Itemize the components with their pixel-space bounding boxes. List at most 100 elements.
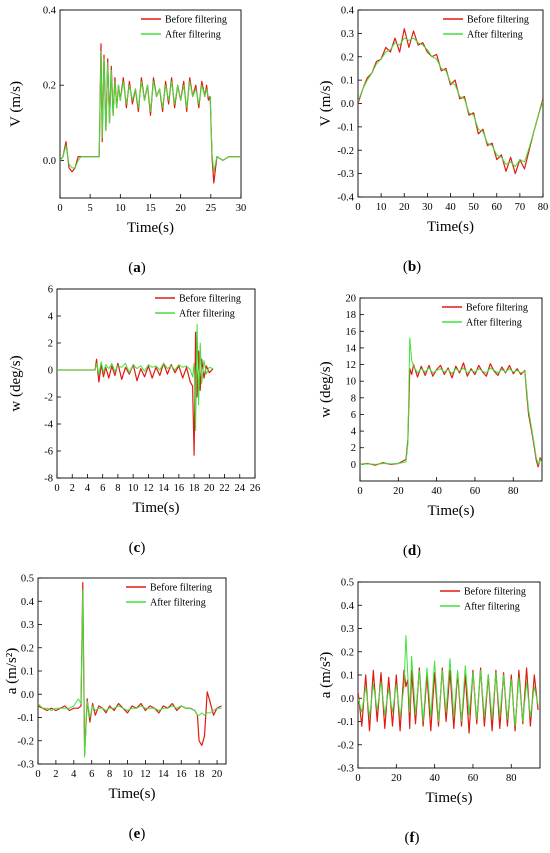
x-tick-label: 70 [515, 202, 526, 213]
x-tick-label: 22 [219, 483, 230, 494]
y-tick-label: 0.4 [341, 601, 355, 612]
plot-frame [359, 297, 543, 482]
x-tick-label: 10 [122, 769, 133, 780]
y-tick-label: 0.1 [341, 671, 354, 682]
x-axis-label: Time(s) [427, 219, 474, 235]
x-tick-label: 80 [508, 486, 519, 497]
y-tick-label: 0.5 [341, 578, 354, 589]
legend-label: Before filtering [467, 15, 529, 26]
y-axis-label: w (deg/s) [318, 361, 334, 417]
y-axis-label: V (m/s) [8, 81, 24, 127]
y-axis-label: a (m/s²) [4, 648, 20, 695]
x-tick-label: 20 [212, 769, 223, 780]
x-axis-label: Time(s) [426, 790, 473, 806]
y-tick-label: 0.1 [341, 76, 354, 87]
y-axis-label: V (m/s) [318, 81, 334, 127]
y-tick-label: 0.0 [43, 156, 56, 167]
legend-label: Before filtering [179, 294, 241, 305]
x-tick-label: 18 [194, 769, 205, 780]
series-line-after [358, 37, 543, 168]
chart-a: 0 5 10 15 20 25 30 0.0 0.2 0.4 Before filtering Aft… [8, 6, 246, 277]
x-tick-label: 50 [468, 202, 479, 213]
x-tick-label: 60 [470, 486, 481, 497]
y-tick-label: 0.5 [21, 574, 34, 585]
y-tick-label: -0.2 [337, 146, 354, 157]
y-tick-label: -0.2 [337, 740, 354, 751]
x-tick-label: 15 [145, 203, 156, 214]
y-tick-label: -0.3 [17, 760, 34, 771]
y-tick-label: 6 [351, 410, 356, 421]
panel-caption: (b) [403, 259, 421, 275]
y-tick-label: -0.1 [17, 713, 34, 724]
x-tick-label: 60 [492, 202, 503, 213]
y-tick-label: -0.1 [337, 717, 354, 728]
y-axis-label: a (m/s²) [318, 652, 334, 699]
x-tick-label: 18 [189, 483, 200, 494]
y-tick-label: 0.2 [21, 643, 34, 654]
legend-label: After filtering [179, 309, 235, 320]
x-tick-label: 40 [431, 486, 442, 497]
panel-caption: (d) [403, 543, 421, 559]
chart-b: 0 10 20 30 40 50 60 70 80 -0.4 -0.3 -0.2 -0.1 0.0 0.1 0… [318, 6, 548, 276]
x-tick-label: 40 [429, 773, 440, 784]
x-tick-label: 16 [174, 483, 185, 494]
y-tick-label: 18 [346, 310, 357, 321]
y-tick-label: 0.1 [21, 667, 34, 678]
x-tick-label: 0 [355, 773, 360, 784]
x-tick-label: 40 [445, 202, 456, 213]
x-tick-label: 14 [158, 769, 169, 780]
x-axis-label: Time(s) [109, 786, 156, 802]
x-tick-label: 26 [250, 483, 261, 494]
chart-e: 0 2 4 6 8 10 12 14 16 18 20 -0.3 -0.2 -0.1 0.0 0.1 0.2 0.… [4, 574, 227, 842]
x-tick-label: 12 [140, 769, 151, 780]
chart-d: 0 20 40 60 80 0 2 4 6 8 10 12 14 16 18 20 Before filteri… [318, 294, 543, 559]
x-tick-label: 4 [85, 483, 91, 494]
y-tick-label: -0.3 [337, 764, 354, 775]
series-line-after [38, 589, 222, 758]
x-tick-label: 20 [393, 486, 404, 497]
series-line-after [57, 323, 214, 432]
x-tick-label: 8 [107, 769, 112, 780]
x-axis-label: Time(s) [133, 500, 180, 516]
legend-label: After filtering [150, 598, 206, 609]
x-tick-label: 4 [71, 769, 77, 780]
panel-caption: (f) [405, 830, 420, 846]
legend-label: After filtering [464, 602, 520, 613]
y-tick-label: -4 [44, 420, 53, 431]
x-tick-label: 24 [235, 483, 246, 494]
y-tick-label: 10 [346, 377, 357, 388]
y-tick-label: 4 [351, 427, 357, 438]
y-tick-label: -6 [44, 447, 53, 458]
y-tick-label: 6 [48, 285, 53, 296]
y-tick-label: -0.1 [337, 122, 354, 133]
legend-label: Before filtering [150, 583, 212, 594]
y-tick-label: 2 [351, 443, 356, 454]
y-tick-label: -8 [44, 474, 53, 485]
legend-label: Before filtering [466, 303, 528, 314]
y-tick-label: 2 [48, 339, 53, 350]
x-tick-label: 12 [143, 483, 154, 494]
x-tick-label: 0 [54, 483, 59, 494]
chart-f: 0 20 40 60 80 -0.3 -0.2 -0.1 0.0 0.1 0.2 0.3 0.4 0.5 B… [318, 578, 541, 846]
x-tick-label: 2 [70, 483, 75, 494]
y-tick-label: 4 [48, 312, 54, 323]
panel-caption: (a) [128, 260, 146, 276]
y-tick-label: 14 [346, 343, 357, 354]
y-tick-label: 0.3 [21, 620, 34, 631]
y-tick-label: 0 [48, 366, 53, 377]
series-line-before [60, 43, 241, 184]
y-tick-label: 0.0 [21, 690, 34, 701]
legend-label: After filtering [467, 30, 523, 41]
x-tick-label: 0 [57, 203, 62, 214]
series-line-after [358, 635, 539, 727]
x-tick-label: 20 [391, 773, 402, 784]
x-tick-label: 10 [376, 202, 387, 213]
x-tick-label: 0 [35, 769, 40, 780]
x-tick-label: 6 [100, 483, 105, 494]
legend-label: Before filtering [165, 15, 227, 26]
y-tick-label: -0.2 [17, 736, 34, 747]
legend-label: After filtering [165, 30, 221, 41]
series-line-before [360, 362, 542, 468]
x-tick-label: 60 [468, 773, 479, 784]
